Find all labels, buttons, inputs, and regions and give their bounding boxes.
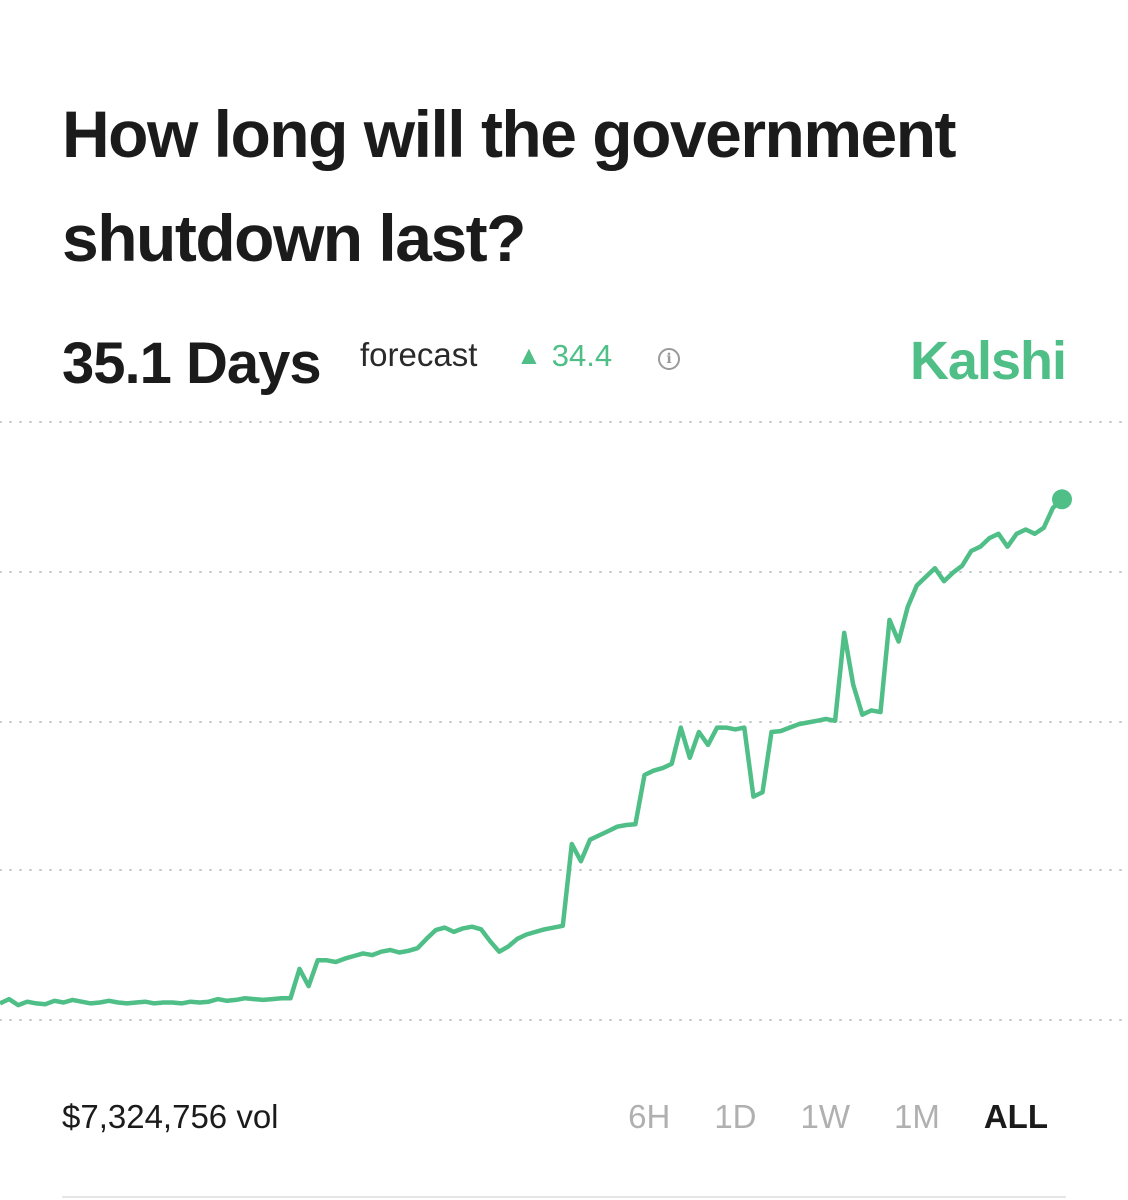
question-title: How long will the government shutdown la… <box>62 97 957 275</box>
info-icon[interactable]: i <box>658 348 680 370</box>
volume-label: $7,324,756 vol <box>62 1098 279 1135</box>
range-1d[interactable]: 1D <box>714 1098 757 1135</box>
forecast-change-value: 34.4 <box>551 338 613 373</box>
range-all[interactable]: ALL <box>983 1098 1048 1135</box>
up-triangle-icon: ▲ <box>516 340 542 370</box>
latest-point-marker <box>1052 489 1072 510</box>
forecast-label: forecast <box>360 336 478 373</box>
forecast-line-chart[interactable] <box>0 400 1128 1060</box>
range-1m[interactable]: 1M <box>894 1098 940 1135</box>
range-1w[interactable]: 1W <box>800 1098 851 1135</box>
forecast-header: 35.1 Days forecast ▲ 34.4 i Kalshi <box>62 322 1067 402</box>
divider <box>62 1196 1066 1198</box>
chart-series <box>0 489 1072 1008</box>
time-range-selector: 6H 1D 1W 1M ALL <box>584 1098 1048 1136</box>
forecast-change: ▲ 34.4 <box>516 338 612 374</box>
series-line <box>0 497 1064 1008</box>
chart-gridlines <box>0 421 1128 1021</box>
brand-logo: Kalshi <box>909 331 1067 391</box>
chart-footer: $7,324,756 vol 6H 1D 1W 1M ALL <box>62 1094 1048 1144</box>
range-6h[interactable]: 6H <box>628 1098 671 1135</box>
forecast-value: 35.1 Days <box>62 331 322 396</box>
